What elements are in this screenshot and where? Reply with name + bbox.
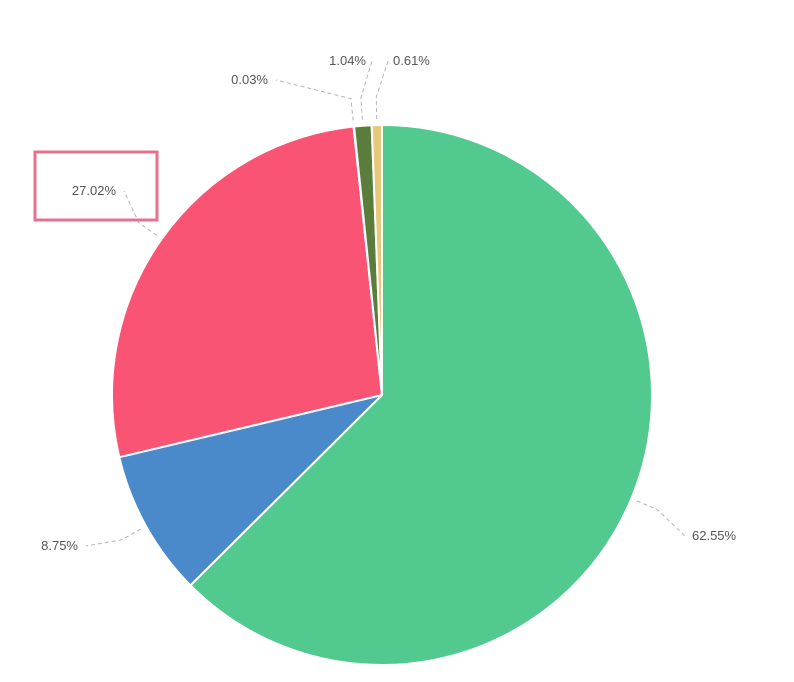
slice-labels: 62.55% 8.75% 27.02% 0.03% 1.04% 0.61% (41, 53, 736, 553)
slice-label: 62.55% (692, 528, 737, 543)
pie-slice-62-55pct (189, 124, 653, 666)
pie-slice-0-61pct (370, 123, 383, 396)
pie-slice-27-02pct (111, 125, 383, 459)
leader-line (85, 528, 142, 547)
slice-label: 27.02% (72, 183, 117, 198)
leader-line (123, 190, 158, 236)
label-leader-lines (85, 60, 686, 547)
leader-line (360, 60, 373, 120)
slice-label: 1.04% (329, 53, 366, 68)
leader-line (636, 500, 686, 537)
pie-slices (111, 123, 653, 666)
slice-label: 0.03% (231, 72, 268, 87)
leader-line (375, 60, 389, 120)
leader-line (275, 79, 354, 121)
slice-label: 8.75% (41, 538, 78, 553)
highlighted-label-box (33, 150, 159, 222)
slice-label: 0.61% (393, 53, 430, 68)
